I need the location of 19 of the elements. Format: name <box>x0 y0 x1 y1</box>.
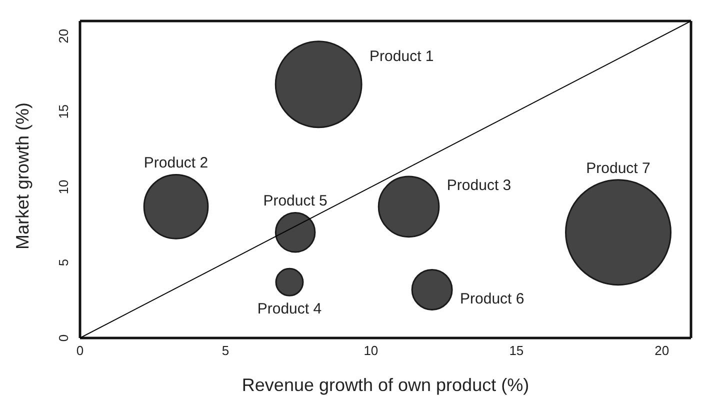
annotation: Product 5 <box>263 192 328 210</box>
annotation: Product 7 <box>586 160 650 177</box>
annotation: Product 4 <box>257 300 322 318</box>
y-tick-label: 5 <box>56 258 71 266</box>
x-tick-label: 15 <box>509 343 524 358</box>
y-tick-label: 20 <box>56 28 71 44</box>
y-tick-label: 15 <box>56 104 71 119</box>
annotation: Product 3 <box>446 177 512 194</box>
x-axis-title: Revenue growth of own product (%) <box>242 375 530 395</box>
x-tick-label: 0 <box>76 343 84 358</box>
annotation: Product 2 <box>144 154 208 172</box>
y-tick-label: 10 <box>56 180 71 194</box>
annotation: Product 1 <box>370 48 434 65</box>
y-tick-label: 0 <box>56 334 71 342</box>
x-tick-label: 5 <box>222 343 230 358</box>
annotation: Product 6 <box>460 290 524 308</box>
y-axis-title: Market growth (%) <box>12 102 32 250</box>
x-tick-label: 20 <box>654 343 670 358</box>
x-tick-label: 10 <box>364 343 378 358</box>
